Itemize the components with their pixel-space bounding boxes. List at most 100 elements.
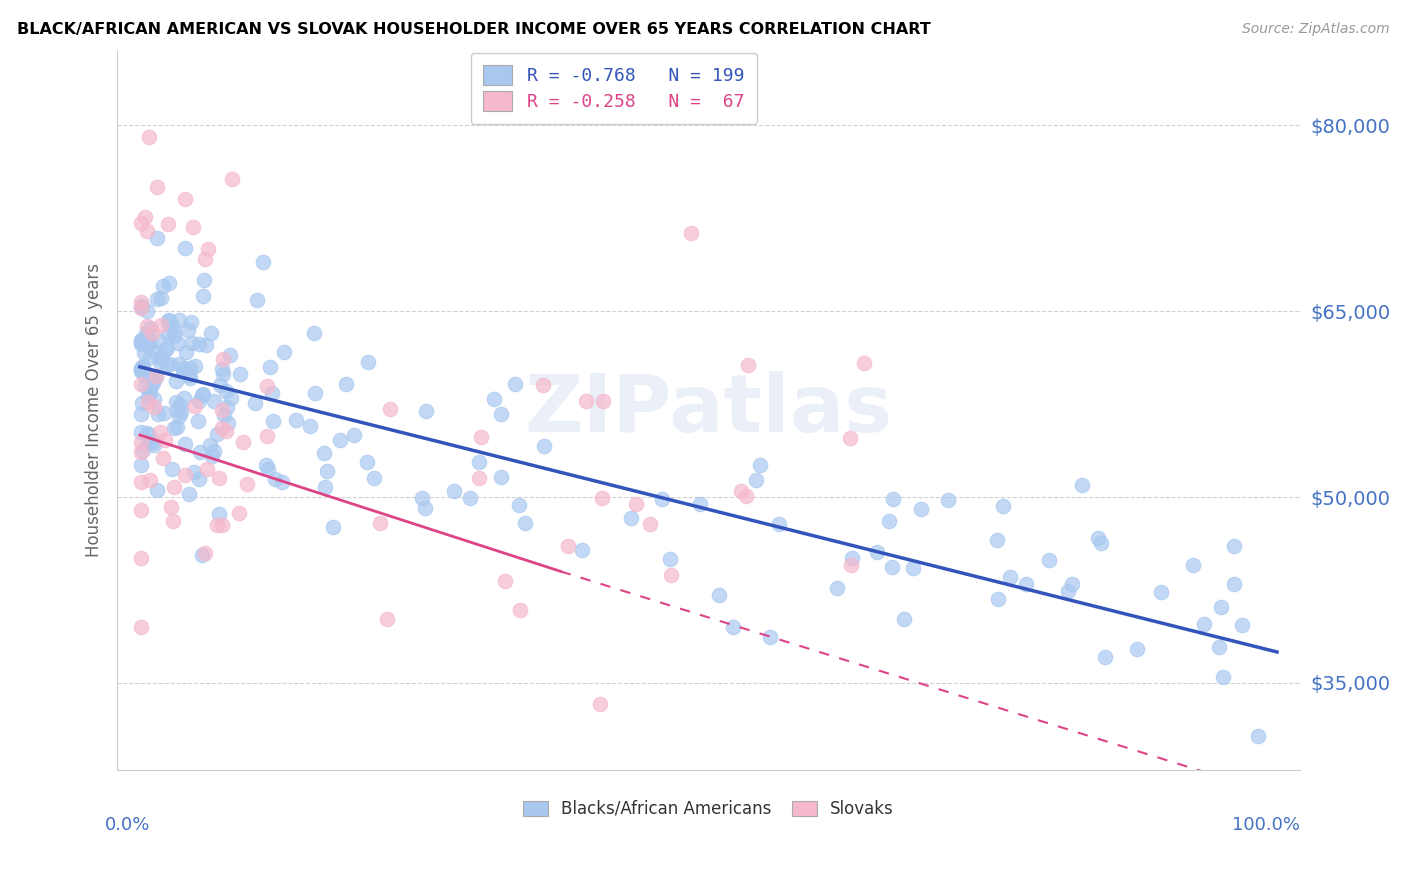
Point	[187, 337, 209, 351]
Point	[489, 407, 512, 421]
Point	[246, 293, 269, 307]
Point	[174, 345, 197, 359]
Point	[262, 414, 284, 428]
Point	[368, 516, 391, 530]
Point	[173, 437, 195, 451]
Point	[132, 442, 155, 457]
Point	[252, 255, 274, 269]
Point	[131, 301, 153, 315]
Point	[134, 211, 156, 225]
Point	[205, 518, 228, 533]
Point	[139, 474, 162, 488]
Point	[131, 361, 153, 376]
Point	[217, 401, 239, 415]
Point	[707, 588, 730, 602]
Point	[149, 351, 172, 365]
Point	[259, 359, 281, 374]
Point	[157, 326, 180, 341]
Point	[1038, 553, 1060, 567]
Point	[159, 357, 181, 371]
Point	[256, 458, 278, 472]
Point	[212, 367, 235, 381]
Point	[841, 558, 863, 573]
Legend: Blacks/African Americans, Slovaks: Blacks/African Americans, Slovaks	[515, 791, 903, 826]
Point	[264, 472, 287, 486]
Point	[503, 376, 526, 391]
Point	[759, 631, 782, 645]
Point	[191, 548, 214, 562]
Point	[163, 326, 186, 340]
Point	[302, 326, 325, 340]
Point	[1149, 585, 1171, 599]
Point	[285, 413, 308, 427]
Point	[194, 545, 217, 559]
Point	[200, 326, 222, 340]
Point	[1209, 599, 1232, 614]
Point	[156, 314, 179, 328]
Point	[681, 226, 703, 240]
Point	[131, 359, 153, 373]
Point	[131, 396, 153, 410]
Point	[179, 360, 201, 375]
Point	[1126, 642, 1149, 657]
Point	[167, 312, 190, 326]
Point	[1247, 729, 1270, 743]
Point	[1212, 670, 1234, 684]
Point	[138, 428, 160, 442]
Point	[494, 574, 516, 588]
Point	[139, 384, 162, 399]
Point	[136, 395, 159, 409]
Point	[142, 400, 165, 414]
Point	[153, 343, 176, 358]
Point	[184, 399, 207, 413]
Point	[135, 425, 157, 440]
Point	[380, 402, 402, 417]
Point	[146, 407, 169, 421]
Point	[936, 493, 959, 508]
Point	[141, 326, 163, 340]
Point	[162, 514, 184, 528]
Point	[260, 385, 283, 400]
Y-axis label: Householder Income Over 65 years: Householder Income Over 65 years	[86, 263, 103, 558]
Point	[129, 363, 152, 377]
Point	[853, 356, 876, 370]
Point	[208, 471, 231, 485]
Point	[173, 391, 195, 405]
Point	[163, 420, 186, 434]
Point	[491, 470, 513, 484]
Point	[443, 483, 465, 498]
Point	[363, 471, 385, 485]
Point	[129, 503, 152, 517]
Point	[134, 368, 156, 383]
Point	[145, 344, 167, 359]
Point	[139, 381, 162, 395]
Point	[626, 497, 648, 511]
Point	[138, 336, 160, 351]
Point	[468, 471, 491, 485]
Point	[129, 364, 152, 378]
Point	[219, 348, 242, 362]
Point	[138, 130, 160, 145]
Point	[882, 492, 904, 507]
Point	[187, 394, 209, 409]
Point	[893, 612, 915, 626]
Point	[193, 273, 215, 287]
Text: BLACK/AFRICAN AMERICAN VS SLOVAK HOUSEHOLDER INCOME OVER 65 YEARS CORRELATION CH: BLACK/AFRICAN AMERICAN VS SLOVAK HOUSEHO…	[17, 22, 931, 37]
Point	[135, 319, 157, 334]
Point	[145, 293, 167, 307]
Point	[129, 475, 152, 489]
Point	[170, 405, 193, 419]
Point	[998, 570, 1021, 584]
Point	[482, 392, 505, 407]
Point	[172, 361, 194, 376]
Point	[146, 231, 169, 245]
Point	[157, 276, 180, 290]
Point	[191, 388, 214, 402]
Point	[1223, 539, 1246, 553]
Point	[1192, 616, 1215, 631]
Point	[176, 323, 198, 337]
Point	[193, 386, 215, 401]
Point	[131, 458, 153, 473]
Point	[219, 392, 242, 406]
Point	[987, 592, 1010, 607]
